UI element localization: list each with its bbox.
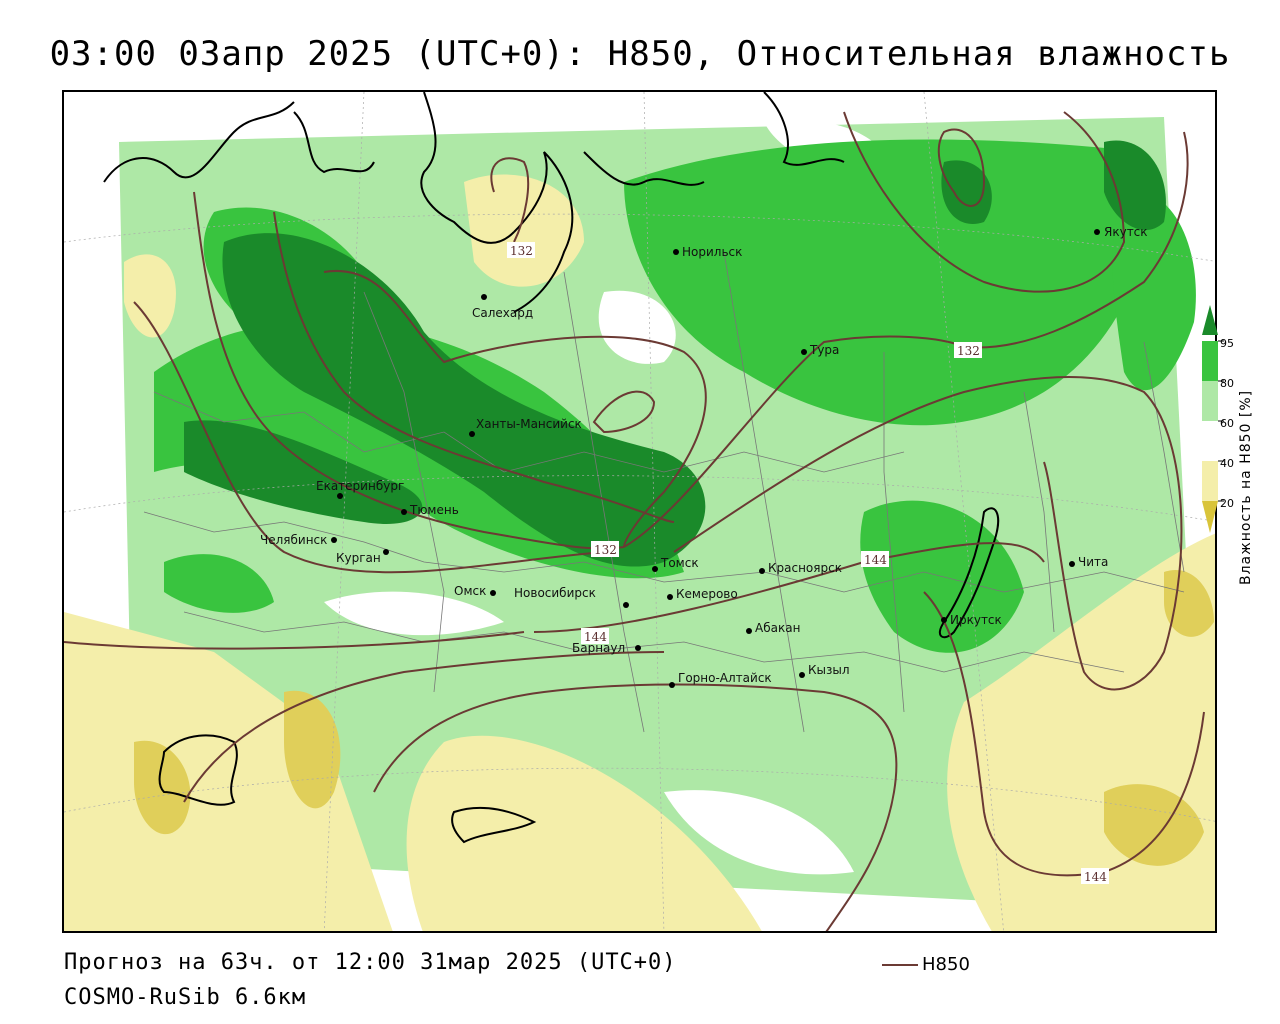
- colorbar-tick-label: 95: [1220, 337, 1234, 350]
- cities: Норильск Якутск Салехард Тура Ханты-Манс…: [260, 225, 1148, 688]
- city-marker: [490, 590, 496, 596]
- city-marker: [1069, 561, 1075, 567]
- colorbar-segment-60: [1202, 421, 1218, 461]
- contour-legend-label: H850: [922, 954, 970, 975]
- coastlines: [103, 92, 1000, 844]
- city-marker: [331, 537, 337, 543]
- city-label: Кызыл: [808, 663, 850, 677]
- colorbar-tick-label: 40: [1220, 457, 1234, 470]
- humidity-map: 132 132 132 144 144 144 Норильск Якутск …: [64, 92, 1215, 931]
- colorbar-segment-40: [1202, 461, 1218, 501]
- model-name: COSMO-RuSib 6.6км: [64, 985, 307, 1010]
- city-marker: [635, 645, 641, 651]
- city-marker: [799, 672, 805, 678]
- colorbar-tick-label: 20: [1220, 497, 1234, 510]
- saturated-areas: [184, 140, 1166, 567]
- city-label: Тура: [809, 343, 839, 357]
- contour-label: 132: [594, 543, 617, 557]
- city-label: Салехард: [472, 306, 533, 320]
- contour-labels: 132 132 132 144 144 144: [507, 242, 1109, 884]
- colorbar-top-arrow: [1202, 305, 1218, 335]
- city-marker: [481, 294, 487, 300]
- city-label: Горно-Алтайск: [678, 671, 772, 685]
- colorbar-bottom-arrow: [1202, 501, 1218, 533]
- city-label: Барнаул: [572, 641, 625, 655]
- city-label: Екатеринбург: [316, 479, 404, 493]
- city-label: Красноярск: [768, 561, 842, 575]
- city-marker: [746, 628, 752, 634]
- city-label: Омск: [454, 584, 486, 598]
- city-marker: [667, 594, 673, 600]
- contour-label: 144: [864, 553, 887, 567]
- map-panel: 132 132 132 144 144 144 Норильск Якутск …: [62, 90, 1217, 933]
- contour-label: 132: [957, 344, 980, 358]
- city-marker: [669, 682, 675, 688]
- colorbar-tick-label: 60: [1220, 417, 1234, 430]
- city-marker: [1094, 229, 1100, 235]
- map-title: 03:00 03апр 2025 (UTC+0): H850, Относите…: [49, 34, 1231, 74]
- colorbar-title: Влажность на H850 [%]: [1238, 389, 1254, 585]
- city-label: Абакан: [755, 621, 800, 635]
- forecast-info: Прогноз на 63ч. от 12:00 31мар 2025 (UTC…: [64, 950, 677, 975]
- city-label: Чита: [1078, 555, 1108, 569]
- city-label: Челябинск: [260, 533, 327, 547]
- city-label: Норильск: [682, 245, 742, 259]
- city-marker: [759, 568, 765, 574]
- humidity-colorbar: 95 80 60 40 20: [1202, 305, 1234, 533]
- city-marker: [941, 617, 947, 623]
- colorbar-segment-80: [1202, 381, 1218, 421]
- city-label: Якутск: [1104, 225, 1148, 239]
- city-marker: [401, 509, 407, 515]
- city-label: Иркутск: [950, 613, 1002, 627]
- city-marker: [801, 349, 807, 355]
- contour-label: 132: [510, 244, 533, 258]
- contour-legend-line: [882, 964, 918, 966]
- city-label: Новосибирск: [514, 586, 596, 600]
- city-label: Кемерово: [676, 587, 738, 601]
- contour-label: 144: [1084, 870, 1107, 884]
- city-marker: [337, 493, 343, 499]
- colorbar-tick-label: 80: [1220, 377, 1234, 390]
- city-marker: [383, 549, 389, 555]
- h850-contours: [64, 111, 1205, 931]
- contour-label: 144: [584, 630, 607, 644]
- city-marker: [623, 602, 629, 608]
- city-label: Курган: [336, 551, 381, 565]
- city-label: Тюмень: [409, 503, 459, 517]
- city-label: Томск: [660, 556, 699, 570]
- contour-legend: H850: [882, 954, 970, 975]
- city-label: Ханты-Мансийск: [476, 417, 582, 431]
- city-marker: [652, 566, 658, 572]
- graticule: [64, 92, 1215, 931]
- city-marker: [673, 249, 679, 255]
- city-marker: [469, 431, 475, 437]
- region-boundaries: [143, 251, 1185, 733]
- colorbar-segment-95: [1202, 341, 1218, 381]
